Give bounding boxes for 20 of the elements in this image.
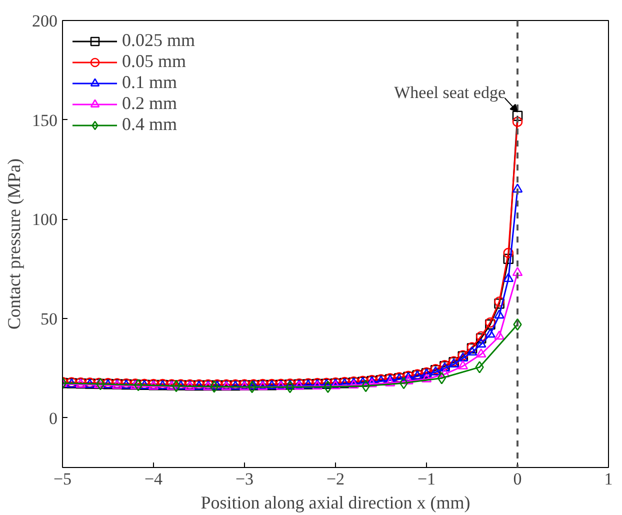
x-tick-label: 1: [604, 470, 613, 488]
y-tick-label: 200: [32, 12, 58, 30]
y-tick-label: 100: [32, 210, 58, 230]
x-axis-title: Position along axial direction x (mm): [200, 492, 470, 512]
x-tick-label: −5: [53, 470, 72, 488]
x-tick-label: −4: [144, 470, 164, 488]
y-tick-label: 0: [49, 408, 58, 428]
legend-label: 0.025 mm: [122, 30, 196, 51]
y-tick-label: 50: [40, 310, 58, 328]
x-tick-label: −1: [417, 470, 436, 488]
x-tick-label: −3: [235, 470, 254, 488]
legend-label: 0.05 mm: [122, 51, 186, 72]
y-axis-title: Contact pressure (MPa): [4, 158, 24, 330]
legend-label: 0.4 mm: [122, 114, 178, 135]
legend-label: 0.2 mm: [122, 93, 178, 114]
y-tick-label: 150: [32, 110, 58, 130]
x-tick-label: 0: [513, 470, 522, 488]
legend-label: 0.1 mm: [122, 72, 178, 93]
annotation: Wheel seat edge: [394, 82, 506, 102]
x-tick-label: −2: [326, 470, 345, 488]
